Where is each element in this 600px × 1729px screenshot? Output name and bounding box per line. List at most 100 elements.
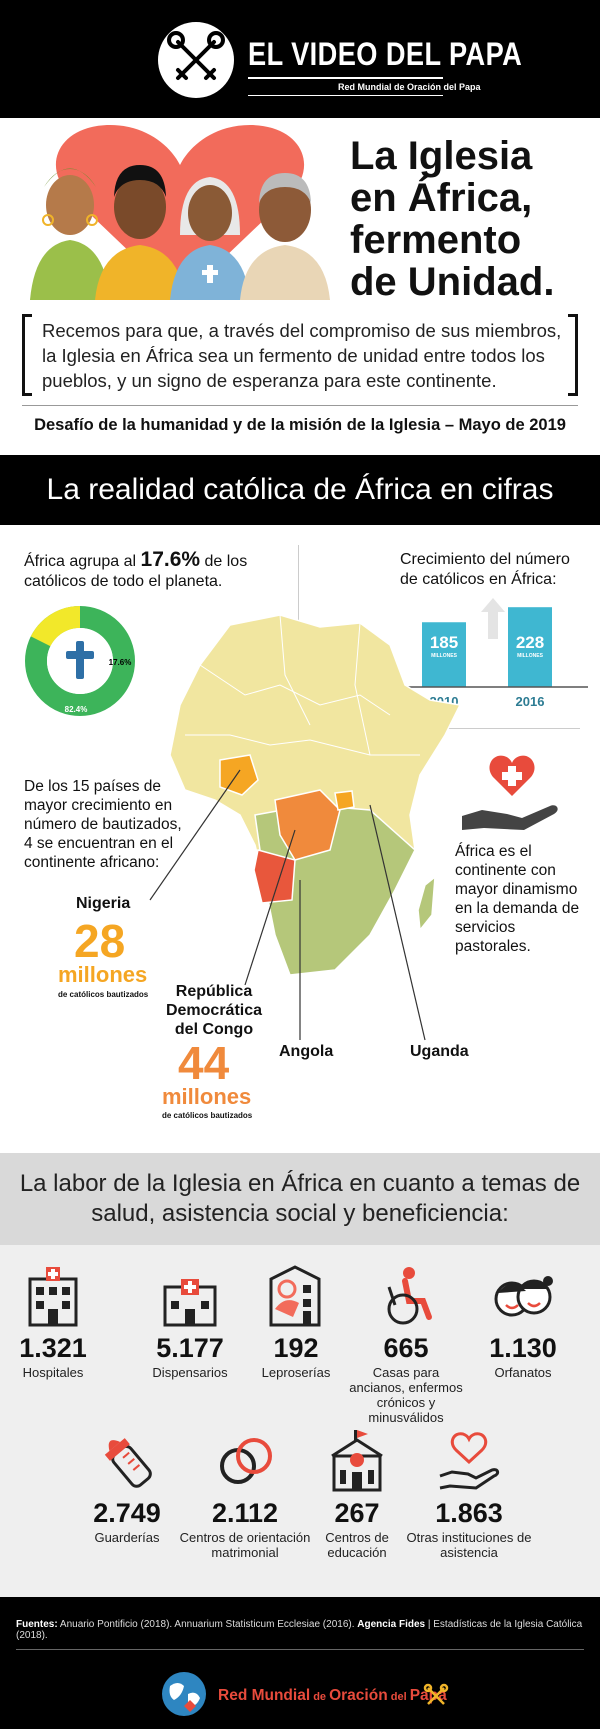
divider: [298, 545, 299, 620]
footer-brand-part: Red Mundial: [218, 1687, 311, 1704]
footer-brand-part: de: [310, 1691, 330, 1703]
growth-bar-2016: [508, 607, 552, 687]
share-value: 17.6%: [140, 548, 201, 571]
rings-icon: [220, 1438, 272, 1484]
baby-bottle-icon: [104, 1438, 152, 1488]
share-donut-chart: 17.6% 82.4%: [25, 606, 135, 716]
wheelchair-icon: [387, 1267, 432, 1325]
footer: Fuentes: Anuario Pontificio (2018). Annu…: [0, 1597, 600, 1729]
growth-bar-2010: [422, 622, 466, 687]
stat-item-guarderias: 2.749 Guarderías: [67, 1430, 187, 1545]
share-text-post: de los católicos de todo el planeta.: [24, 553, 248, 590]
crossed-keys-icon: [423, 1683, 449, 1705]
nigeria-subtext: de católicos bautizados: [58, 990, 149, 999]
map-uganda: [334, 790, 355, 811]
divider: [248, 95, 443, 96]
dispensary-icon: [163, 1279, 217, 1327]
share-text-pre: África agrupa al: [24, 553, 141, 570]
dynamism-text: África es el continente con mayor dinami…: [455, 843, 580, 955]
stat-label: Leproserías: [261, 1365, 331, 1380]
section-title-labor: La labor de la Iglesia en África en cuan…: [0, 1153, 600, 1245]
hero-title-line: en África,: [350, 176, 533, 220]
sources-part-1: Anuario Pontificio (2018). Annuarium Sta…: [57, 1619, 358, 1630]
prayer-quote: Recemos para que, a través del compromis…: [22, 314, 578, 396]
growth-bar-chart: 185 MILLONES 228 MILLONES 2010 2016: [408, 598, 588, 709]
uganda-label: Uganda: [410, 1043, 469, 1060]
rdc-unit: millones: [162, 1084, 252, 1109]
stat-label: Casas para ancianos, enfermos crónicos y…: [349, 1365, 463, 1425]
stat-number: 267: [334, 1498, 380, 1528]
leprosarium-icon: [269, 1265, 321, 1327]
footer-brand-part: Papa: [409, 1687, 447, 1704]
bracket-right: [568, 314, 578, 396]
stat-label: Hospitales: [22, 1365, 84, 1380]
stat-item-casas: 665 Casas para ancianos, enfermos crónic…: [344, 1265, 468, 1425]
stat-item-educacion: 267 Centros de educación: [297, 1430, 417, 1560]
angola-label: Angola: [279, 1043, 334, 1060]
hero-title-line: La Iglesia: [350, 134, 533, 178]
bracket-left: [22, 314, 32, 396]
header: EL VIDEO DEL PAPA Red Mundial de Oración…: [0, 0, 600, 118]
stat-label: Otras instituciones de asistencia: [406, 1530, 532, 1560]
footer-brand: Red Mundial de Oración del Papa: [218, 1687, 447, 1705]
rdc-subtext: de católicos bautizados: [162, 1111, 253, 1120]
rdc-number: 44: [178, 1037, 230, 1089]
children-faces-icon: [494, 1276, 553, 1317]
person-woman-turban: [30, 168, 110, 300]
stat-number: 2.749: [93, 1498, 161, 1528]
hero-title: La Iglesia en África, fermento de Unidad…: [350, 135, 590, 303]
stat-item-dispensarios: 5.177 Dispensarios: [130, 1265, 250, 1380]
cross-icon: [66, 641, 94, 679]
africa-map: [170, 615, 462, 976]
stat-label: Orfanatos: [494, 1365, 552, 1380]
nigeria-number: 28: [74, 915, 126, 967]
crossed-keys-icon: [158, 22, 234, 98]
person-elder: [240, 173, 330, 300]
person-man: [95, 165, 185, 300]
growth-unit-2016: MILLONES: [517, 653, 543, 659]
map-madagascar: [417, 875, 436, 932]
rdc-label: República Democrática del Congo: [165, 983, 263, 1038]
baptism-text: De los 15 países de mayor crecimiento en…: [24, 778, 182, 871]
hero-people-illustration: [30, 125, 330, 300]
divider: [248, 77, 443, 79]
nigeria-unit: millones: [58, 962, 148, 987]
divider: [22, 405, 578, 406]
stat-item-orientacion: 2.112 Centros de orientación matrimonial: [175, 1430, 315, 1560]
hospital-icon: [28, 1267, 78, 1327]
footer-brand-part: del: [387, 1691, 410, 1703]
stat-number: 1.863: [435, 1498, 503, 1528]
donut-africa-label: 17.6%: [109, 658, 132, 667]
section-title-realidad: La realidad católica de África en cifras: [0, 455, 600, 525]
sources-label: Fuentes:: [16, 1619, 58, 1630]
stat-label: Dispensarios: [152, 1365, 228, 1380]
divider: [400, 728, 580, 729]
stat-number: 5.177: [156, 1333, 224, 1363]
stat-number: 192: [273, 1333, 319, 1363]
sources-text: Fuentes: Anuario Pontificio (2018). Annu…: [16, 1619, 586, 1641]
heart-hand-icon: [462, 755, 558, 830]
stat-number: 1.321: [19, 1333, 87, 1363]
nigeria-label: Nigeria: [76, 895, 131, 912]
challenge-text: Desafío de la humanidad y de la misión d…: [34, 416, 566, 434]
stat-number: 665: [383, 1333, 429, 1363]
stat-label: Centros de educación: [325, 1530, 389, 1560]
sources-part-2: | Estadísticas de la Iglesia Católica (2…: [16, 1619, 583, 1641]
brand-title: EL VIDEO DEL PAPA: [248, 36, 523, 72]
growth-value-2016: 228: [516, 633, 544, 652]
heart-hand-icon: [439, 1432, 500, 1490]
person-nun: [170, 177, 250, 300]
footer-brand-part: Oración: [329, 1687, 388, 1704]
donut-rest-label: 82.4%: [65, 705, 88, 714]
donut-africa-segment: [30, 606, 81, 647]
map-angola: [253, 849, 296, 904]
growth-unit-2010: MILLONES: [431, 653, 457, 659]
heart-shape: [55, 125, 305, 300]
map-borders: [185, 615, 420, 756]
school-icon: [331, 1430, 383, 1492]
labor-grid: 1.321 Hospitales 5.177 Dispensarios 192 …: [0, 1245, 600, 1597]
stat-item-otras: 1.863 Otras instituciones de asistencia: [404, 1430, 534, 1560]
growth-value-2010: 185: [430, 633, 458, 652]
brand-subtitle: Red Mundial de Oración del Papa: [338, 82, 481, 92]
